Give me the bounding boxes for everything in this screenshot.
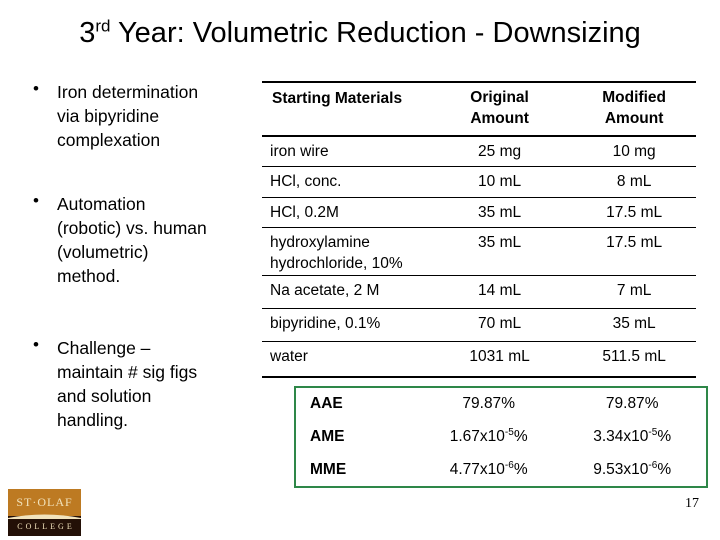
results-row-aae: AAE 79.87% 79.87% <box>296 388 706 420</box>
results-row-ame: AME 1.67x10-5% 3.34x10-5% <box>296 421 706 453</box>
cell-modified: 17.5 mL <box>606 204 663 221</box>
result-modified: 79.87% <box>605 395 659 413</box>
cell-original: 70 mL <box>478 315 522 332</box>
bullet-item-automation: • Automation (robotic) vs. human (volume… <box>30 191 268 288</box>
result-label: AAE <box>310 395 343 413</box>
results-table: AAE 79.87% 79.87% AME 1.67x10-5% 3.34x10… <box>294 386 708 488</box>
bullet-text: Challenge – maintain # sig figs and solu… <box>57 338 198 430</box>
slide-title: 3rd Year: Volumetric Reduction - Downsiz… <box>0 17 720 50</box>
materials-table-header-row: Starting Materials Original Amount Modif… <box>262 83 696 137</box>
bullet-text: Iron determination via bipyridine comple… <box>57 82 199 150</box>
cell-modified: 8 mL <box>616 173 652 190</box>
result-label: MME <box>310 460 347 478</box>
logo-top-band: ST·OLAF <box>8 489 81 516</box>
table-row: HCl, 0.2M 35 mL 17.5 mL <box>262 198 696 228</box>
header-starting-materials: Starting Materials <box>272 90 403 107</box>
bullet-item-iron-determination: • Iron determination via bipyridine comp… <box>30 79 268 152</box>
result-original: 1.67x10-5% <box>449 426 528 445</box>
result-original: 4.77x10-6% <box>449 459 528 478</box>
cell-material: iron wire <box>270 143 329 160</box>
logo-bottom-band: COLLEGE <box>8 516 81 536</box>
logo-arc-divider <box>8 514 81 519</box>
table-row: HCl, conc. 10 mL 8 mL <box>262 167 696 198</box>
title-prefix: 3 <box>79 17 96 49</box>
cell-modified: 35 mL <box>612 315 656 332</box>
cell-original: 25 mg <box>478 143 522 160</box>
cell-original: 35 mL <box>478 234 522 251</box>
table-row: hydroxylamine hydrochloride, 10% 35 mL 1… <box>262 228 696 276</box>
cell-material: HCl, 0.2M <box>270 204 339 221</box>
cell-material: bipyridine, 0.1% <box>270 315 381 332</box>
header-original-amount: Original Amount <box>470 89 529 127</box>
bullet-marker: • <box>33 335 39 354</box>
cell-material: water <box>270 348 308 365</box>
cell-original: 14 mL <box>478 282 522 299</box>
bullet-marker: • <box>33 191 39 210</box>
table-row: water 1031 mL 511.5 mL <box>262 342 696 376</box>
cell-material: Na acetate, 2 M <box>270 282 380 299</box>
bullet-item-challenge: • Challenge – maintain # sig figs and so… <box>30 335 268 432</box>
cell-material: hydroxylamine hydrochloride, 10% <box>270 234 403 272</box>
bullet-text: Automation (robotic) vs. human (volumetr… <box>57 194 207 286</box>
materials-table: Starting Materials Original Amount Modif… <box>262 81 696 378</box>
page-number: 17 <box>685 496 699 511</box>
results-row-mme: MME 4.77x10-6% 9.53x10-6% <box>296 454 706 486</box>
table-row: iron wire 25 mg 10 mg <box>262 137 696 167</box>
result-modified: 9.53x10-6% <box>593 459 672 478</box>
table-row: Na acetate, 2 M 14 mL 7 mL <box>262 276 696 309</box>
st-olaf-college-logo: ST·OLAF COLLEGE <box>8 489 81 536</box>
result-modified: 3.34x10-5% <box>593 426 672 445</box>
result-original: 79.87% <box>462 395 515 413</box>
cell-original: 1031 mL <box>469 348 530 365</box>
table-row: bipyridine, 0.1% 70 mL 35 mL <box>262 309 696 342</box>
cell-modified: 7 mL <box>616 282 652 299</box>
title-superscript: rd <box>95 16 111 36</box>
cell-modified: 511.5 mL <box>602 348 666 365</box>
cell-modified: 17.5 mL <box>606 234 663 251</box>
title-rest: Year: Volumetric Reduction - Downsizing <box>110 17 641 49</box>
cell-modified: 10 mg <box>612 143 656 160</box>
bullet-marker: • <box>33 79 39 98</box>
cell-original: 10 mL <box>478 173 522 190</box>
cell-material: HCl, conc. <box>270 173 342 190</box>
header-modified-amount: Modified Amount <box>602 89 666 127</box>
result-label: AME <box>310 427 345 445</box>
cell-original: 35 mL <box>478 204 522 221</box>
